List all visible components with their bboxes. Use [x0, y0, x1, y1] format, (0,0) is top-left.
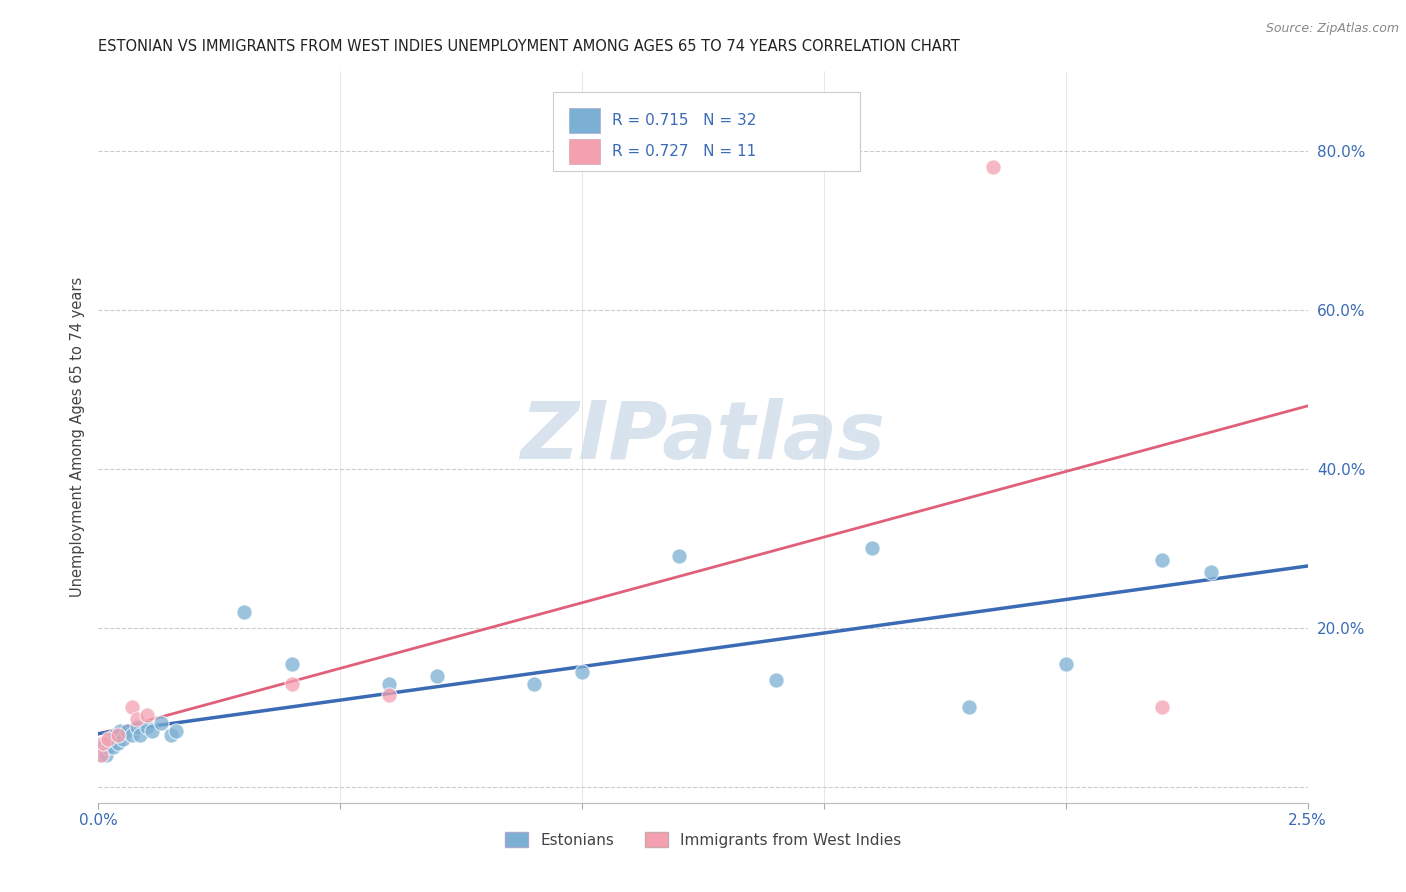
Point [117, 724, 139, 739]
Point [281, 676, 304, 690]
Text: ESTONIAN VS IMMIGRANTS FROM WEST INDIES UNEMPLOYMENT AMONG AGES 65 TO 74 YEARS C: ESTONIAN VS IMMIGRANTS FROM WEST INDIES … [98, 38, 960, 54]
Point [121, 728, 143, 742]
Point [104, 728, 127, 742]
Point [860, 541, 883, 556]
Point [426, 668, 449, 682]
Text: ZIPatlas: ZIPatlas [520, 398, 886, 476]
Point [127, 712, 149, 726]
Point [165, 724, 187, 739]
Point [668, 549, 690, 564]
Point [108, 724, 131, 739]
Point [981, 160, 1004, 174]
Point [571, 665, 593, 679]
Point [100, 732, 122, 747]
Text: R = 0.715   N = 32: R = 0.715 N = 32 [612, 113, 756, 128]
Point [127, 720, 149, 734]
Point [160, 728, 183, 742]
Point [135, 720, 157, 734]
Point [1152, 700, 1174, 714]
Point [128, 728, 150, 742]
Point [281, 657, 304, 671]
Y-axis label: Unemployment Among Ages 65 to 74 years: Unemployment Among Ages 65 to 74 years [69, 277, 84, 598]
Point [97, 732, 120, 747]
Point [232, 605, 254, 619]
Point [1054, 657, 1077, 671]
Point [957, 700, 980, 714]
Point [90, 748, 112, 763]
Point [97, 740, 120, 755]
Point [523, 676, 546, 690]
Point [1199, 566, 1222, 580]
Text: Source: ZipAtlas.com: Source: ZipAtlas.com [1265, 22, 1399, 36]
Point [91, 736, 114, 750]
Point [90, 748, 112, 763]
Point [101, 740, 124, 755]
Point [111, 732, 134, 747]
Point [377, 676, 399, 690]
Point [1152, 553, 1174, 567]
Point [121, 700, 143, 714]
Point [135, 708, 157, 723]
Point [141, 724, 163, 739]
Point [150, 716, 173, 731]
Point [377, 689, 399, 703]
Point [91, 740, 114, 755]
Point [94, 748, 117, 763]
Legend: Estonians, Immigrants from West Indies: Estonians, Immigrants from West Indies [499, 825, 907, 854]
Point [107, 736, 129, 750]
Point [107, 728, 129, 742]
Text: R = 0.727   N = 11: R = 0.727 N = 11 [612, 145, 756, 159]
Point [765, 673, 787, 687]
